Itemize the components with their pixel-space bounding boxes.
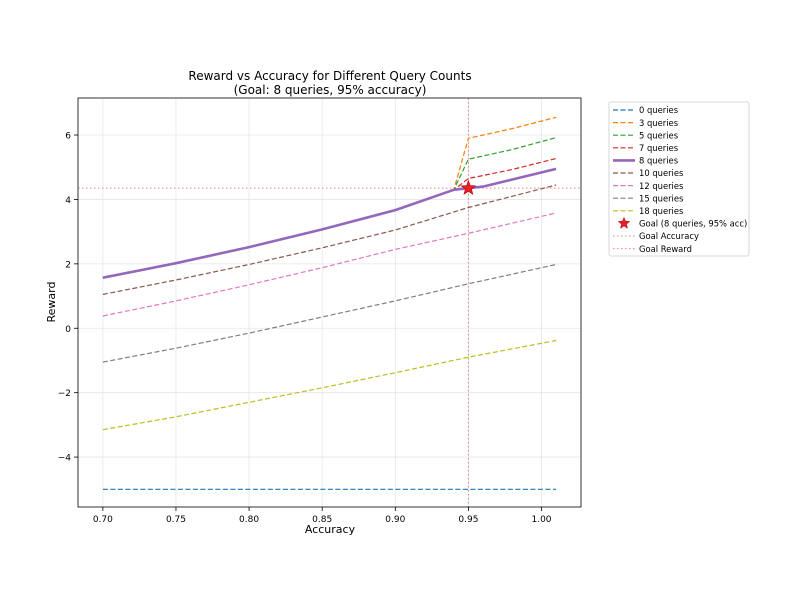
legend-item: Goal Accuracy xyxy=(613,231,699,241)
y-tick-label: 6 xyxy=(65,132,71,142)
plot-area-frame xyxy=(77,97,582,508)
chart-title: Reward vs Accuracy for Different Query C… xyxy=(188,69,471,83)
series-line xyxy=(102,339,557,431)
legend-item: 5 queries xyxy=(613,130,678,140)
legend-label: 12 queries xyxy=(639,181,683,191)
legend-item: 7 queries xyxy=(613,143,678,153)
goal-layer xyxy=(460,179,477,195)
grid-layer xyxy=(78,98,581,507)
x-tick-label: 0.95 xyxy=(458,515,478,525)
x-tick-label: 0.90 xyxy=(385,515,405,525)
legend-item: 0 queries xyxy=(613,105,678,115)
y-tick-label: 2 xyxy=(65,260,71,270)
x-axis-ticks: 0.70 0.75 0.80 0.85 0.90 0.95 1.00 xyxy=(93,507,552,525)
legend-label: 7 queries xyxy=(639,143,678,153)
legend-label: 15 queries xyxy=(639,193,683,203)
chart-subtitle: (Goal: 8 queries, 95% accuracy) xyxy=(234,83,427,97)
series-layer xyxy=(102,116,557,490)
y-tick-label: −4 xyxy=(58,454,72,464)
y-tick-label: −2 xyxy=(58,389,71,399)
y-tick-label: 0 xyxy=(65,325,71,335)
goal-marker xyxy=(460,179,477,195)
legend-item: 12 queries xyxy=(613,181,683,191)
legend: 0 queries 3 queries 5 queries 7 queries 8 qu… xyxy=(608,101,750,257)
legend-item: 3 queries xyxy=(613,118,678,128)
series-line xyxy=(102,116,557,279)
legend-item: 18 queries xyxy=(613,206,683,216)
legend-item: 10 queries xyxy=(613,168,683,178)
legend-item: 8 queries xyxy=(613,156,678,166)
legend-marker xyxy=(617,216,631,229)
series-line xyxy=(102,157,557,279)
legend-label: Goal Accuracy xyxy=(639,231,699,241)
legend-item: 15 queries xyxy=(613,193,683,203)
legend-label: 0 queries xyxy=(639,105,678,115)
series-line xyxy=(102,184,557,295)
legend-label: 18 queries xyxy=(639,206,683,216)
x-tick-label: 1.00 xyxy=(531,515,551,525)
reference-lines xyxy=(78,98,581,507)
series-line xyxy=(102,167,557,279)
series-line xyxy=(102,263,557,363)
series-line xyxy=(102,137,557,279)
y-tick-label: 4 xyxy=(65,196,71,206)
x-axis-label: Accuracy xyxy=(305,523,356,536)
legend-item: Goal Reward xyxy=(613,244,692,254)
legend-label: Goal (8 queries, 95% acc) xyxy=(639,219,747,229)
legend-label: 3 queries xyxy=(639,118,678,128)
legend-label: Goal Reward xyxy=(639,244,692,254)
legend-label: 8 queries xyxy=(639,156,678,166)
legend-label: 5 queries xyxy=(639,130,678,140)
legend-item: Goal (8 queries, 95% acc) xyxy=(617,216,747,229)
legend-frame xyxy=(608,101,750,257)
legend-label: 10 queries xyxy=(639,168,683,178)
y-axis-label: Reward xyxy=(45,282,58,323)
x-tick-label: 0.85 xyxy=(312,515,332,525)
x-tick-label: 0.75 xyxy=(166,515,186,525)
x-tick-label: 0.70 xyxy=(93,515,113,525)
x-tick-label: 0.80 xyxy=(239,515,259,525)
y-axis-ticks: −4 −2 0 2 4 6 xyxy=(58,132,78,464)
